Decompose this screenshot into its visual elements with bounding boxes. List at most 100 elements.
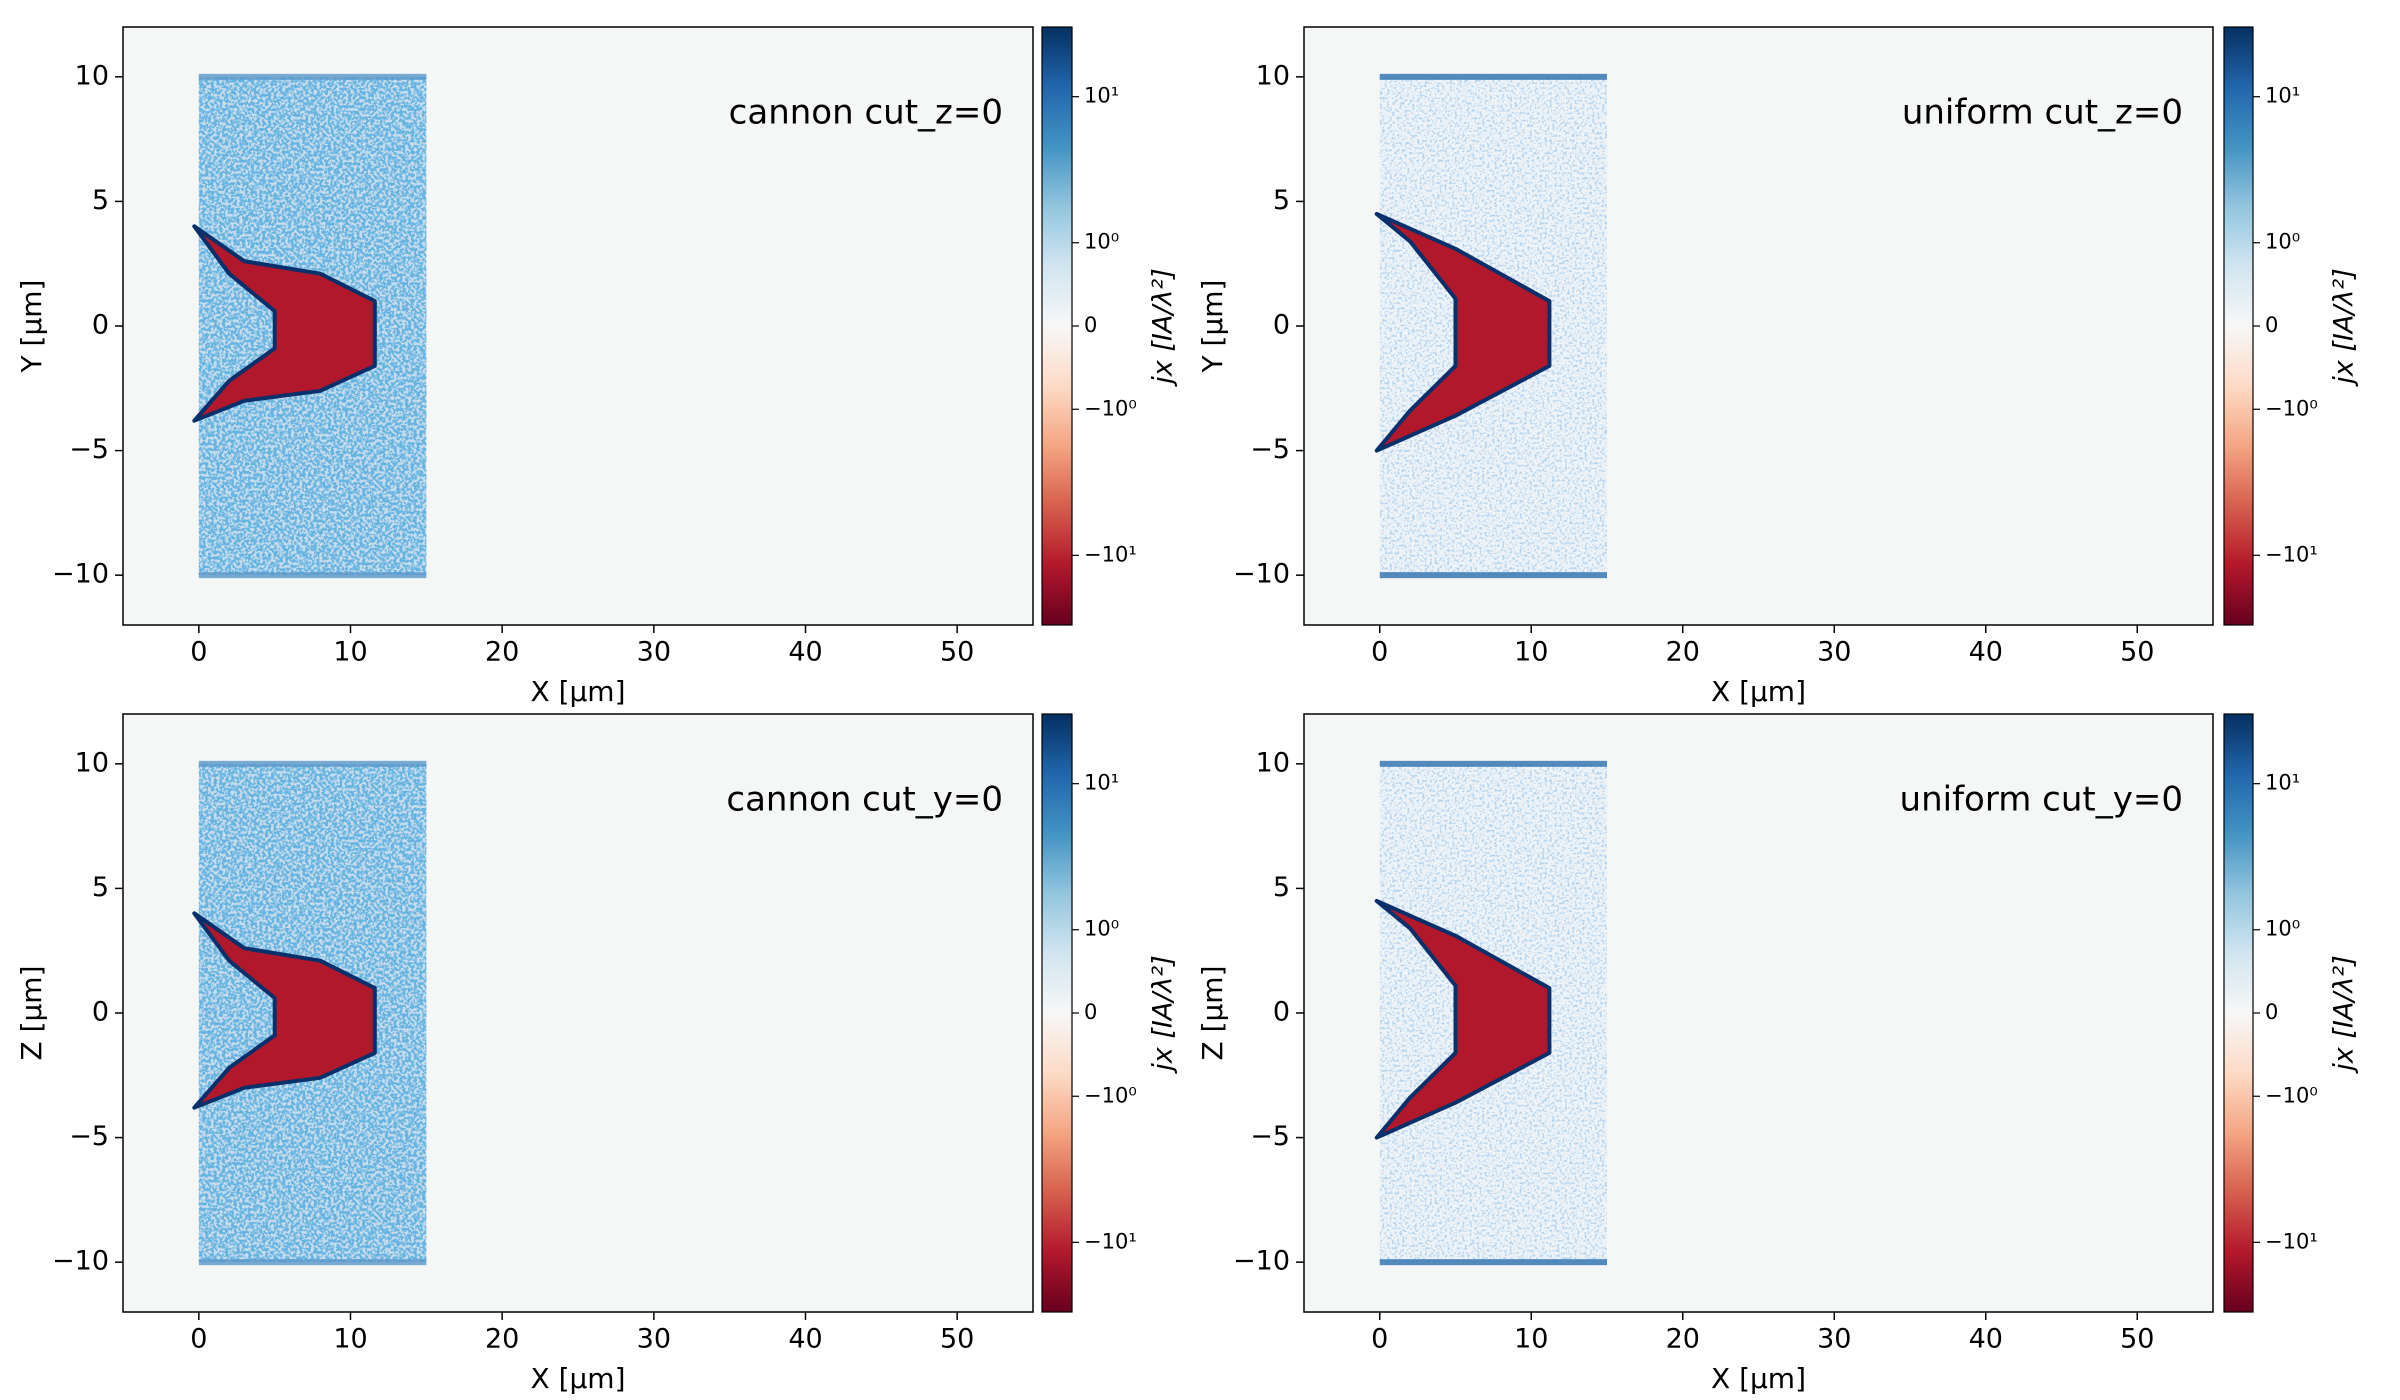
colorbar-label: jx [IA/λ²]: [2329, 268, 2360, 387]
x-tick-label: 10: [1514, 637, 1548, 668]
colorbar-label: jx [IA/λ²]: [1148, 955, 1179, 1074]
x-tick-label: 20: [485, 1324, 519, 1355]
y-tick-label: 0: [1273, 997, 1290, 1028]
y-tick-label: 0: [92, 997, 109, 1028]
x-tick-label: 20: [485, 637, 519, 668]
field: [192, 73, 427, 579]
panel: 0 10 20 30 40 50 −10 −5 0 5 10 X [μm] Z [μm] uniform …: [1196, 713, 2360, 1395]
colorbar-tick-label: −10⁰: [2265, 1083, 2318, 1107]
channel: [192, 224, 377, 423]
y-tick-label: −10: [1233, 559, 1290, 590]
colorbar-tick-label: 10⁰: [1084, 230, 1119, 254]
y-tick-label: 10: [1256, 747, 1290, 778]
colorbar: [2223, 26, 2254, 626]
y-tick-label: 5: [92, 872, 109, 903]
annotation: cannon cut_y=0: [726, 780, 1003, 820]
y-axis-label: Z [μm]: [15, 965, 48, 1060]
colorbar-label: jx [IA/λ²]: [2329, 955, 2360, 1074]
colorbar: [2223, 713, 2254, 1313]
y-tick-label: −5: [69, 1121, 109, 1152]
colorbar-tick-label: −10¹: [2265, 1229, 2318, 1253]
colorbar-tick-label: −10¹: [1084, 1229, 1137, 1253]
x-tick-label: 30: [1817, 637, 1851, 668]
field: [192, 760, 427, 1266]
x-tick-label: 0: [190, 637, 207, 668]
x-tick-label: 50: [940, 1324, 974, 1355]
x-tick-label: 20: [1666, 637, 1700, 668]
colorbar-tick-label: 0: [1084, 1000, 1097, 1024]
y-tick-label: 10: [75, 60, 109, 91]
x-tick-label: 10: [333, 1324, 367, 1355]
target-edge: [198, 73, 427, 80]
colorbar-tick-label: 10⁰: [1084, 917, 1119, 941]
target-edge: [198, 572, 427, 579]
y-tick-label: −5: [69, 434, 109, 465]
x-axis-label: X [μm]: [530, 675, 625, 708]
y-tick-label: 5: [1273, 185, 1290, 216]
colorbar-tick-label: 10¹: [2265, 771, 2300, 795]
x-axis-label: X [μm]: [1711, 1362, 1806, 1395]
y-tick-label: −5: [1250, 1121, 1290, 1152]
x-tick-label: 30: [1817, 1324, 1851, 1355]
colorbar-tick-label: −10⁰: [1084, 396, 1137, 420]
panel: 0 10 20 30 40 50 −10 −5 0 5 10 X [μm] Y [μm] uniform …: [1196, 26, 2360, 708]
x-tick-label: 30: [637, 1324, 671, 1355]
field: [1374, 760, 1607, 1266]
colorbar-tick-label: 0: [2265, 1000, 2278, 1024]
y-axis-label: Y [μm]: [15, 280, 48, 374]
x-tick-label: 10: [1514, 1324, 1548, 1355]
y-tick-label: −10: [52, 1246, 109, 1277]
y-tick-label: 5: [1273, 872, 1290, 903]
annotation: uniform cut_y=0: [1900, 780, 2183, 820]
x-axis-label: X [μm]: [1711, 675, 1806, 708]
y-tick-label: 5: [92, 185, 109, 216]
x-tick-label: 40: [1969, 637, 2003, 668]
y-tick-label: 10: [1256, 60, 1290, 91]
x-tick-label: 40: [788, 1324, 822, 1355]
x-tick-label: 0: [190, 1324, 207, 1355]
annotation: uniform cut_z=0: [1902, 93, 2183, 133]
channel: [1374, 898, 1552, 1140]
x-tick-label: 30: [637, 637, 671, 668]
colorbar-tick-label: −10¹: [1084, 542, 1137, 566]
target-edge: [198, 760, 427, 767]
colorbar-tick-label: 10¹: [1084, 84, 1119, 108]
target-edge: [1379, 1259, 1607, 1266]
x-tick-label: 0: [1371, 637, 1388, 668]
panel: 0 10 20 30 40 50 −10 −5 0 5 10 X [μm] Y [μm] cannon c…: [15, 26, 1179, 708]
y-tick-label: 0: [1273, 310, 1290, 341]
colorbar-tick-label: −10¹: [2265, 542, 2318, 566]
x-tick-label: 50: [940, 637, 974, 668]
panel: 0 10 20 30 40 50 −10 −5 0 5 10 X [μm] Z [μm] cannon c…: [15, 713, 1179, 1395]
target-edge: [1379, 760, 1607, 767]
annotation: cannon cut_z=0: [729, 93, 1003, 133]
channel: [1374, 211, 1552, 453]
x-tick-label: 20: [1666, 1324, 1700, 1355]
target-edge: [1379, 572, 1607, 579]
x-tick-label: 50: [2120, 637, 2154, 668]
colorbar-label: jx [IA/λ²]: [1148, 268, 1179, 387]
y-tick-label: 10: [75, 747, 109, 778]
y-tick-label: −10: [52, 559, 109, 590]
y-tick-label: −10: [1233, 1246, 1290, 1277]
target-edge: [1379, 73, 1607, 80]
y-axis-label: Z [μm]: [1196, 965, 1229, 1060]
colorbar: [1041, 713, 1073, 1313]
target-edge: [198, 1259, 427, 1266]
colorbar-tick-label: 10¹: [2265, 84, 2300, 108]
channel: [192, 911, 377, 1110]
x-tick-label: 40: [788, 637, 822, 668]
x-axis-label: X [μm]: [530, 1362, 625, 1395]
colorbar-tick-label: 10⁰: [2265, 230, 2300, 254]
x-tick-label: 40: [1969, 1324, 2003, 1355]
field: [1374, 73, 1607, 579]
x-tick-label: 10: [333, 637, 367, 668]
y-tick-label: 0: [92, 310, 109, 341]
colorbar-tick-label: 0: [2265, 313, 2278, 337]
x-tick-label: 0: [1371, 1324, 1388, 1355]
colorbar-tick-label: −10⁰: [1084, 1083, 1137, 1107]
y-axis-label: Y [μm]: [1196, 280, 1229, 374]
colorbar: [1041, 26, 1073, 626]
colorbar-tick-label: 0: [1084, 313, 1097, 337]
